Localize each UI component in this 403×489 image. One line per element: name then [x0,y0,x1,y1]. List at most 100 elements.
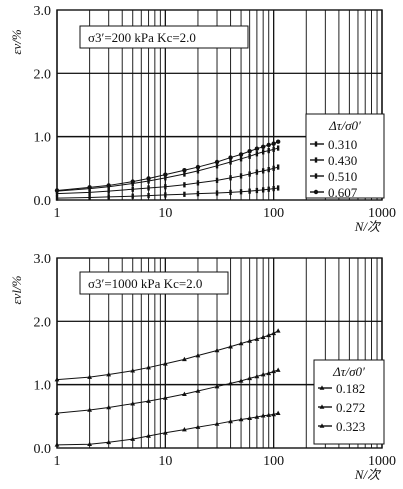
data-point-0.607 [106,183,111,188]
data-point-0.182 [214,421,220,426]
data-point-0.510 [276,145,280,151]
data-point-0.310 [255,187,259,194]
data-point-0.182 [54,442,60,447]
data-point-0.182 [146,433,151,438]
condition-box [79,271,229,295]
data-point-0.430 [267,167,270,173]
legend-entry-label: 0.310 [328,137,357,152]
data-point-0.310 [229,189,232,195]
data-point-0.272 [238,378,244,383]
condition-label: σ3′=200 kPa Kc=2.0 [88,30,196,45]
data-point-0.182 [228,418,233,424]
data-point-0.272 [130,401,136,406]
data-point-0.430 [276,164,280,170]
data-point-0.430 [261,168,265,174]
data-point-0.607 [254,146,260,151]
data-point-0.182 [266,412,272,417]
legend-title: Δτ/σ0′ [328,118,361,133]
data-point-0.272 [87,407,93,412]
data-point-0.323 [275,328,281,333]
legend-entry-label: 0.510 [328,169,357,184]
data-point-0.510 [272,146,275,152]
data-point-0.430 [215,177,219,183]
y-tick-label: 3.0 [34,4,52,19]
data-point-0.430 [272,165,275,171]
data-point-0.272 [254,373,260,379]
data-point-0.510 [248,153,251,159]
legend-swatch-marker [314,173,318,179]
data-point-0.310 [107,194,110,200]
data-point-0.272 [271,368,277,374]
legend-entry-label: 0.272 [336,400,365,415]
data-point-0.430 [183,182,186,188]
series-line-0.323 [56,330,279,381]
x-tick-label: 100 [263,206,284,221]
data-point-0.510 [261,149,265,155]
data-point-0.323 [238,340,244,346]
data-point-0.607 [87,185,92,190]
data-point-0.607 [163,172,168,177]
data-point-0.310 [276,185,280,191]
legend-box [313,359,385,445]
data-point-0.510 [196,168,200,174]
data-point-0.182 [247,415,253,421]
data-point-0.182 [254,414,260,419]
data-point-0.182 [275,410,281,415]
data-point-0.323 [195,352,201,358]
series-line-0.510 [56,147,279,192]
legend-swatch-marker [319,423,325,428]
legend-entry-label: 0.323 [336,419,365,434]
data-point-0.310 [261,187,265,193]
data-point-0.272 [214,383,220,389]
data-point-0.310 [55,195,59,201]
data-point-0.182 [106,439,112,445]
series-line-0.182 [56,412,279,446]
data-point-0.323 [228,344,233,349]
data-point-0.272 [195,388,201,393]
data-point-0.182 [162,430,168,435]
data-point-0.607 [182,168,187,173]
y-tick-label: 2.0 [34,67,52,82]
y-tick-label: 3.0 [34,252,52,267]
data-point-0.310 [272,186,275,192]
data-point-0.310 [196,191,200,197]
data-point-0.323 [130,368,136,373]
data-point-0.510 [215,163,219,169]
data-point-0.607 [266,142,271,148]
data-point-0.323 [214,347,220,353]
data-point-0.310 [131,193,134,199]
data-point-0.430 [239,173,243,179]
plot-frame [56,257,383,449]
data-point-0.323 [106,371,112,377]
data-point-0.323 [54,377,60,382]
data-point-0.323 [162,361,168,366]
data-point-0.607 [146,176,151,181]
legend-swatch-marker [313,189,319,195]
condition-label: σ3′=1000 kPa Kc=2.0 [88,276,202,291]
data-point-0.272 [266,370,272,376]
data-point-0.607 [54,188,60,193]
data-point-0.323 [146,364,151,370]
data-point-0.430 [147,185,150,191]
data-point-0.272 [275,367,281,372]
data-point-0.310 [164,192,167,198]
legend-swatch-marker [314,141,318,147]
legend-entry-label: 0.430 [328,153,357,168]
data-point-0.182 [271,411,277,417]
legend-swatch-marker [319,385,325,390]
data-point-0.310 [215,190,219,196]
data-point-0.607 [238,152,244,157]
data-point-0.272 [146,398,151,403]
data-point-0.272 [106,404,112,410]
data-point-0.272 [54,410,60,415]
data-point-0.310 [267,186,270,192]
y-tick-label: 0.0 [34,442,52,457]
data-point-0.510 [255,151,259,157]
data-point-0.430 [229,175,232,181]
y-tick-label: 2.0 [34,315,52,330]
data-point-0.310 [88,194,91,201]
legend-entry-label: 0.607 [328,185,358,200]
y-tick-label: 1.0 [34,131,52,146]
data-point-0.430 [196,180,200,186]
